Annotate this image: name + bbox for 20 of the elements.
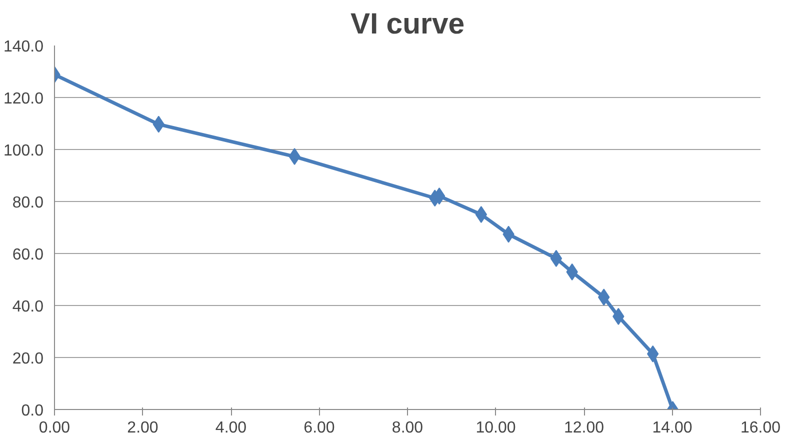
x-tick-label: 6.00	[304, 420, 335, 436]
y-tick-label: 100.0	[3, 142, 44, 160]
x-tick-label: 14.00	[652, 420, 692, 436]
point	[550, 250, 562, 267]
x-tick-label: 4.00	[215, 420, 247, 436]
x-tick-label: 10.00	[476, 420, 516, 436]
x-tick-label: 16.00	[740, 420, 781, 436]
x-tick-label: 12.00	[564, 420, 604, 436]
point	[475, 206, 488, 223]
y-tick-label: 40.0	[12, 298, 44, 316]
chart-title: VI curve	[350, 8, 465, 40]
y-tick-label: 0.0	[21, 402, 44, 420]
y-tick-label: 60.0	[12, 246, 44, 264]
x-tick-label: 2.00	[127, 420, 158, 436]
y-tick-label: 80.0	[12, 194, 44, 212]
y-tick-label: 20.0	[12, 350, 44, 368]
y-tick-label: 140.0	[3, 38, 44, 56]
y-tick-label: 120.0	[3, 90, 44, 108]
x-tick-label: 0.00	[38, 420, 70, 436]
x-tick-label: 8.00	[392, 420, 424, 436]
